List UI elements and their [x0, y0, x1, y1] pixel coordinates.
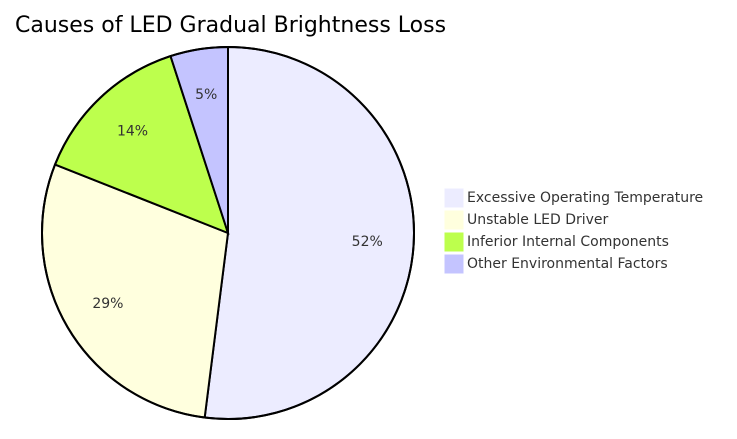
legend-label: Inferior Internal Components — [467, 234, 669, 250]
legend-swatch — [444, 232, 464, 252]
chart-title: Causes of LED Gradual Brightness Loss — [15, 13, 446, 38]
slice-label: 52% — [352, 234, 383, 250]
pie-outline — [41, 46, 415, 420]
legend-label: Excessive Operating Temperature — [467, 190, 703, 206]
legend-label: Other Environmental Factors — [467, 256, 668, 272]
slice-label: 29% — [92, 296, 123, 312]
slice-label: 14% — [117, 123, 148, 139]
legend-swatch — [444, 188, 464, 208]
legend-label: Unstable LED Driver — [467, 212, 609, 228]
slice-label: 5% — [195, 87, 217, 103]
legend-swatch — [444, 210, 464, 230]
legend-swatch — [444, 254, 464, 274]
